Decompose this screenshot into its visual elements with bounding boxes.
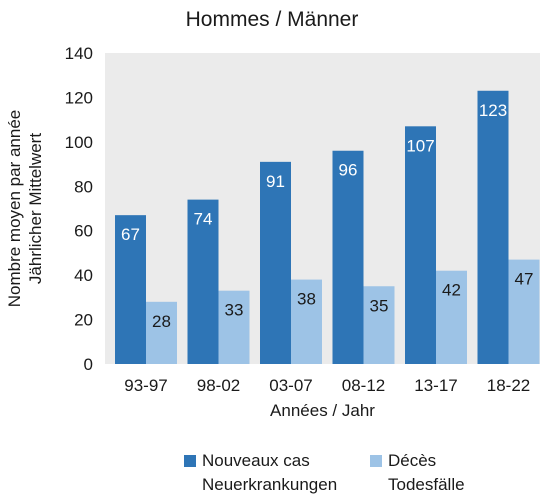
data-label-new-cases: 123 [479, 101, 507, 120]
legend-label-line: Todesfälle [388, 475, 465, 494]
data-label-deaths: 28 [152, 312, 171, 331]
y-tick-label: 40 [74, 266, 93, 285]
bar-new-cases [477, 90, 509, 364]
bar-deaths [436, 270, 467, 364]
bar-new-cases [187, 199, 219, 364]
data-label-deaths: 42 [442, 281, 461, 300]
data-label-deaths: 47 [515, 270, 534, 289]
x-tick-label: 08-12 [342, 376, 385, 395]
chart-title: Hommes / Männer [185, 8, 359, 31]
x-tick-label: 18-22 [487, 376, 530, 395]
data-label-new-cases: 91 [266, 172, 285, 191]
x-tick-label: 98-02 [197, 376, 240, 395]
y-axis-title-line: Nombre moyen par année [5, 110, 24, 308]
plot-area [105, 53, 540, 364]
y-tick-label: 20 [74, 311, 93, 330]
bar-new-cases [405, 126, 436, 364]
y-tick-label: 0 [84, 355, 93, 374]
legend-label-line: Neuerkrankungen [202, 475, 338, 494]
y-tick-label: 140 [65, 44, 93, 63]
data-label-deaths: 35 [370, 296, 389, 315]
y-tick-label: 100 [65, 133, 93, 152]
x-tick-label: 93-97 [124, 376, 167, 395]
bar-deaths [291, 279, 322, 364]
data-label-new-cases: 107 [406, 136, 434, 155]
bar-new-cases [115, 215, 146, 364]
y-axis-title-line: Jährlicher Mittelwert [26, 133, 45, 284]
bar-new-cases [332, 150, 364, 364]
data-label-new-cases: 67 [121, 225, 140, 244]
y-tick-label: 80 [74, 177, 93, 196]
x-axis-title: Années / Jahr [270, 401, 375, 420]
data-label-deaths: 33 [225, 301, 244, 320]
data-label-deaths: 38 [297, 290, 316, 309]
bar-new-cases [260, 161, 291, 364]
legend-swatch-deaths [370, 455, 382, 467]
data-label-new-cases: 96 [339, 161, 358, 180]
bar-deaths [218, 290, 250, 364]
x-tick-label: 03-07 [269, 376, 312, 395]
legend-label-line: Nouveaux cas [202, 451, 310, 470]
legend-item-deaths: Décès Todesfälle [370, 449, 465, 497]
y-tick-label: 120 [65, 88, 93, 107]
bar-deaths [363, 286, 395, 364]
legend-item-new-cases: Nouveaux cas Neuerkrankungen [184, 449, 337, 497]
bar-deaths [146, 301, 177, 364]
x-tick-label: 13-17 [414, 376, 457, 395]
bar-deaths [508, 259, 540, 364]
legend-swatch-new-cases [184, 455, 196, 467]
legend-label-line: Décès [388, 451, 437, 470]
y-tick-label: 60 [74, 222, 93, 241]
data-label-new-cases: 74 [194, 210, 213, 229]
